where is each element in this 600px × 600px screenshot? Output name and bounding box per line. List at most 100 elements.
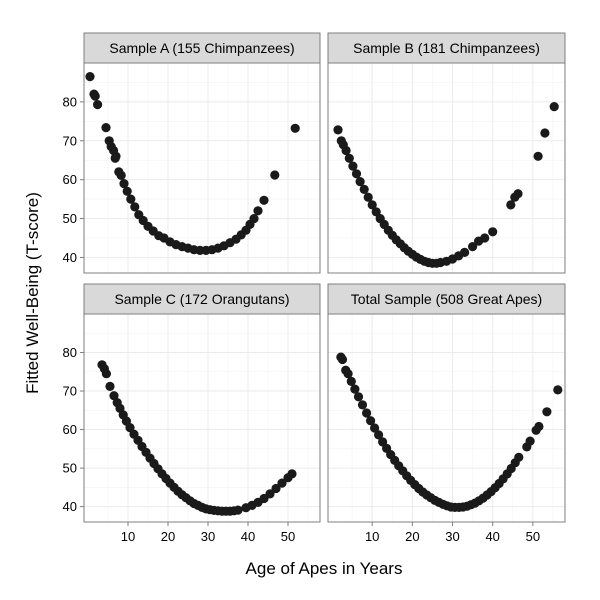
panel-border <box>327 313 566 523</box>
data-point <box>370 423 380 433</box>
facet-strip <box>327 283 566 315</box>
x-tick-label: 40 <box>241 529 255 544</box>
facet-panel: Total Sample (508 Great Apes) 10 20 30 40 50 <box>327 283 566 544</box>
data-point <box>277 478 287 488</box>
data-point <box>366 416 376 426</box>
data-point <box>287 469 297 479</box>
facet-title: Sample B (181 Chimpanzees) <box>353 40 540 56</box>
x-tick-label: 10 <box>121 529 135 544</box>
y-tick-label: 50 <box>63 211 77 226</box>
data-point <box>90 91 100 101</box>
data-point <box>351 169 362 179</box>
plot-background <box>328 63 565 273</box>
data-point <box>350 384 360 394</box>
data-point <box>333 125 343 135</box>
data-point <box>271 483 281 494</box>
data-point <box>290 123 300 133</box>
y-tick-label: 50 <box>63 461 77 476</box>
data-point <box>506 200 516 210</box>
data-point <box>513 189 523 199</box>
x-tick-label: 20 <box>161 529 175 544</box>
data-point <box>344 153 354 163</box>
y-tick-label: 80 <box>63 94 77 109</box>
x-tick-label: 50 <box>281 529 295 544</box>
data-point <box>109 391 119 401</box>
facet-title: Sample A (155 Chimpanzees) <box>109 40 294 56</box>
data-point <box>355 177 365 187</box>
panel-border <box>327 62 566 274</box>
data-point <box>265 489 275 499</box>
y-tick-label: 40 <box>63 250 77 265</box>
data-point <box>253 206 263 216</box>
facet-strip <box>83 283 321 315</box>
data-point <box>549 102 559 112</box>
y-tick-label: 70 <box>63 133 77 148</box>
data-point <box>542 407 552 417</box>
facet-strip <box>327 32 566 64</box>
data-point <box>348 161 358 171</box>
facet-panel: Sample C (172 Orangutans) 40 50 60 70 80 10 20 3… <box>63 283 321 544</box>
x-axis-title: Age of Apes in Years <box>246 559 403 578</box>
panel-border <box>83 313 321 523</box>
data-point <box>233 505 243 515</box>
x-tick-label: 40 <box>485 529 499 544</box>
data-point <box>130 202 140 212</box>
data-point <box>111 151 121 161</box>
facet-title: Total Sample (508 Great Apes) <box>351 291 542 307</box>
data-point <box>367 200 377 210</box>
data-point <box>101 123 111 133</box>
y-tick-label: 60 <box>63 422 77 437</box>
facet-title: Sample C (172 Orangutans) <box>114 291 289 307</box>
data-point <box>374 430 384 440</box>
data-point <box>341 145 351 156</box>
data-point <box>85 72 95 82</box>
data-point <box>534 421 544 432</box>
x-tick-label: 30 <box>201 529 215 544</box>
y-tick-label: 40 <box>63 499 77 514</box>
data-point <box>270 170 280 180</box>
data-point <box>105 381 115 391</box>
data-point <box>468 242 478 252</box>
data-point <box>337 354 348 365</box>
data-point <box>126 194 136 204</box>
data-point <box>540 128 550 138</box>
facet-strip <box>83 32 321 64</box>
plot-background <box>328 314 565 522</box>
data-point <box>371 207 381 217</box>
data-point <box>119 179 129 189</box>
panel-border <box>83 62 321 274</box>
data-point <box>488 227 498 237</box>
data-point <box>122 186 132 196</box>
data-point <box>125 423 135 433</box>
y-axis-title: Fitted Well-Being (T-score) <box>23 192 42 394</box>
data-point <box>93 100 103 110</box>
data-point <box>553 385 563 395</box>
y-tick-label: 70 <box>63 384 77 399</box>
facet-panel: Sample A (155 Chimpanzees) 40 50 60 70 80 <box>63 32 321 274</box>
data-point <box>353 392 364 402</box>
x-tick-label: 30 <box>445 529 459 544</box>
data-point <box>343 369 353 379</box>
x-tick-label: 10 <box>365 529 379 544</box>
data-point <box>480 233 490 243</box>
data-point <box>359 184 369 194</box>
data-point <box>514 452 524 462</box>
y-tick-label: 60 <box>63 172 77 187</box>
plot-background <box>84 314 320 522</box>
facet-panel: Sample B (181 Chimpanzees) <box>327 32 566 274</box>
data-point <box>249 214 259 224</box>
data-point <box>346 376 356 386</box>
data-point <box>362 408 372 418</box>
data-point <box>460 247 470 257</box>
data-point <box>101 369 111 379</box>
data-point <box>259 195 269 205</box>
data-point <box>363 192 373 202</box>
data-point <box>357 400 368 410</box>
x-tick-label: 50 <box>526 529 540 544</box>
y-tick-label: 80 <box>63 345 77 360</box>
data-point <box>116 170 126 180</box>
data-point <box>533 151 543 161</box>
x-tick-label: 20 <box>405 529 419 544</box>
data-point <box>525 436 535 446</box>
